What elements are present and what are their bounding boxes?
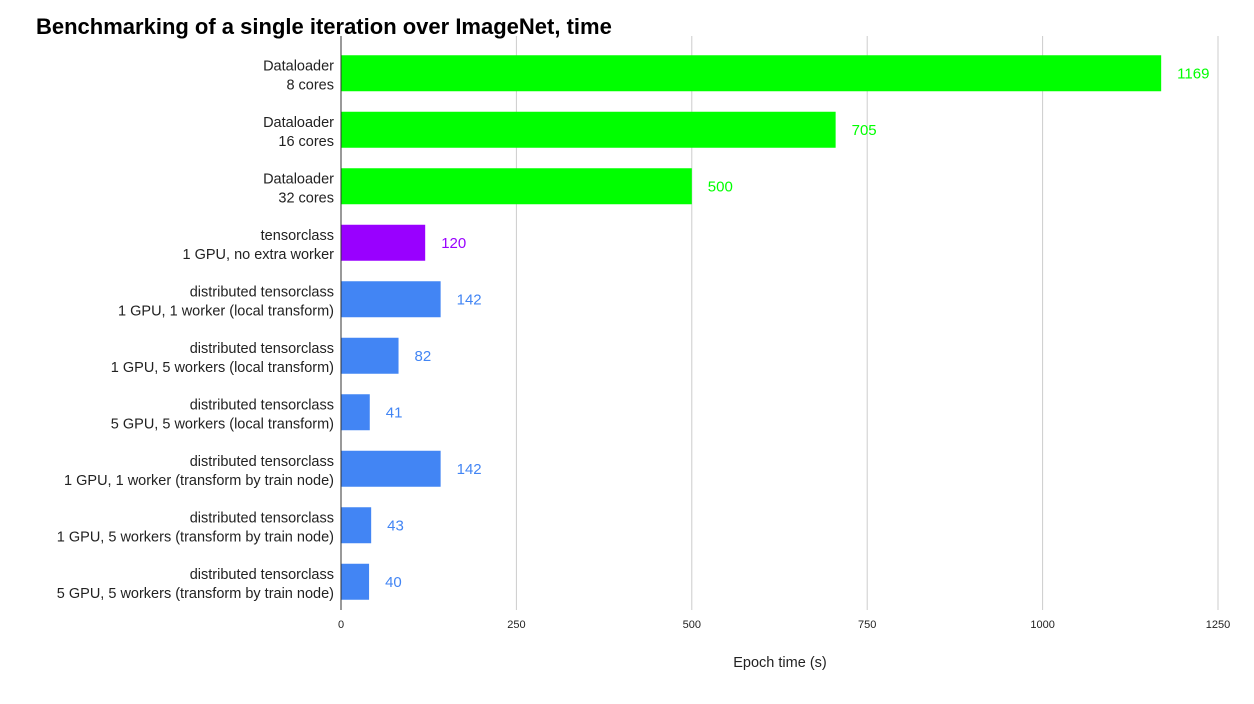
category-label-line: 8 cores [286,77,334,93]
category-label-line: distributed tensorclass [190,454,334,470]
category-label-line: 1 GPU, 5 workers (transform by train nod… [57,529,334,545]
data-label: 41 [386,404,403,421]
category-label-line: distributed tensorclass [190,284,334,300]
category-label-line: Dataloader [263,171,334,187]
category-label-line: 5 GPU, 5 workers (transform by train nod… [57,586,334,602]
category-label-line: Dataloader [263,58,334,74]
x-axis-title: Epoch time (s) [733,655,826,671]
bar [341,337,399,374]
category-label-line: 5 GPU, 5 workers (local transform) [111,416,334,432]
category-label-line: Dataloader [263,115,334,131]
category-label: distributed tensorclass 1 GPU, 5 workers … [57,510,334,545]
category-label: tensorclass 1 GPU, no extra worker [183,228,335,263]
category-label-line: 1 GPU, 1 worker (local transform) [118,303,334,319]
x-tick-label: 250 [507,619,525,631]
data-label: 1169 [1177,65,1209,82]
chart-title: Benchmarking of a single iteration over … [36,14,612,39]
data-label: 120 [441,235,466,252]
category-label-line: 1 GPU, 5 workers (local transform) [111,360,334,376]
x-tick-label: 750 [858,619,876,631]
data-label: 142 [457,291,482,308]
data-label: 500 [708,178,733,195]
category-label: distributed tensorclass 5 GPU, 5 workers … [111,397,334,432]
bar [341,507,372,544]
x-tick-label: 1250 [1206,619,1230,631]
data-label: 705 [852,122,877,139]
category-label-line: tensorclass [261,228,334,244]
bar [341,450,441,487]
category-label-line: 1 GPU, 1 worker (transform by train node… [64,473,334,489]
bar [341,224,426,261]
category-label-line: distributed tensorclass [190,510,334,526]
category-label: distributed tensorclass 1 GPU, 1 worker (… [118,284,334,319]
category-label: Dataloader 8 cores [263,58,334,93]
category-label-line: distributed tensorclass [190,567,334,583]
bar [341,394,370,431]
labels: 0 250 500 750 1000 1250 1169 Dataloader 8 cores 7… [57,58,1230,631]
x-tick-label: 500 [683,619,701,631]
category-label-line: distributed tensorclass [190,341,334,357]
bar [341,563,370,600]
x-tick-label: 0 [338,619,344,631]
category-label: Dataloader 16 cores [263,115,334,150]
category-label-line: 16 cores [278,134,334,150]
data-label: 43 [387,517,404,534]
category-label: distributed tensorclass 5 GPU, 5 workers … [57,567,334,602]
bar [341,55,1162,92]
category-label: Dataloader 32 cores [263,171,334,206]
category-label-line: 1 GPU, no extra worker [183,247,335,263]
bar [341,168,692,205]
bars [341,55,1162,600]
data-label: 40 [385,574,402,591]
category-label: distributed tensorclass 1 GPU, 1 worker (… [64,454,334,489]
bar [341,281,441,318]
category-label: distributed tensorclass 1 GPU, 5 workers … [111,341,334,376]
x-tick-label: 1000 [1030,619,1054,631]
category-label-line: 32 cores [278,190,334,206]
bar [341,111,836,148]
category-label-line: distributed tensorclass [190,397,334,413]
data-label: 142 [457,461,482,478]
data-label: 82 [415,348,432,365]
